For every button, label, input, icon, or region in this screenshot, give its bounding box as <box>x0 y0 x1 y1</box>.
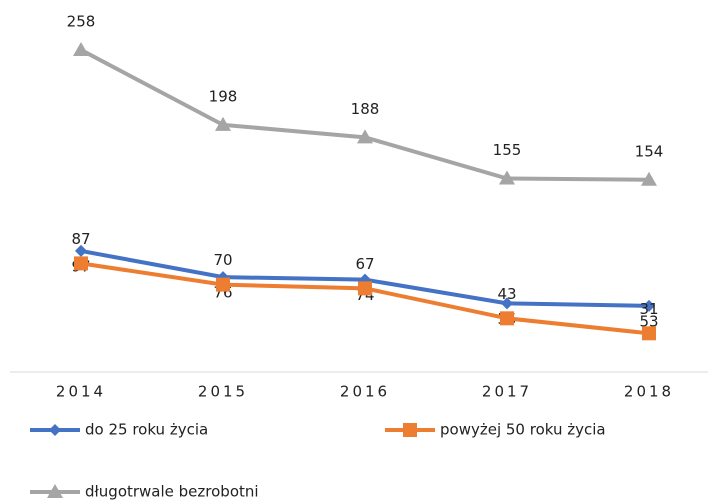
legend-label: długotrwale bezrobotni <box>85 483 259 501</box>
marker <box>358 281 372 296</box>
data-label: 154 <box>635 142 664 160</box>
marker <box>500 311 514 326</box>
legend-marker <box>47 484 63 498</box>
data-label: 43 <box>497 285 516 303</box>
legend-label: do 25 roku życia <box>85 421 208 439</box>
data-label: 198 <box>209 87 238 105</box>
marker <box>357 129 373 144</box>
data-label: 70 <box>213 251 232 269</box>
marker <box>215 116 231 131</box>
marker <box>75 244 87 257</box>
legend-marker <box>49 424 61 436</box>
marker <box>499 170 515 185</box>
x-tick-label: 2015 <box>198 383 248 401</box>
data-label: 155 <box>493 141 522 159</box>
marker <box>501 297 513 310</box>
marker <box>641 171 657 186</box>
marker <box>73 41 89 56</box>
legend-marker <box>403 423 417 437</box>
marker <box>642 326 656 341</box>
data-label: 53 <box>639 312 658 330</box>
x-tick-label: 2016 <box>340 383 390 401</box>
data-label: 67 <box>355 255 374 273</box>
marker <box>643 299 655 312</box>
marker <box>74 256 88 271</box>
legend-label: powyżej 50 roku życia <box>440 421 606 439</box>
x-tick-label: 2014 <box>56 383 106 401</box>
marker <box>216 277 230 292</box>
data-label: 31 <box>639 300 658 318</box>
data-label: 87 <box>71 230 90 248</box>
data-label: 258 <box>67 12 96 30</box>
data-label: 188 <box>351 100 380 118</box>
x-tick-label: 2018 <box>624 383 674 401</box>
x-tick-label: 2017 <box>482 383 532 401</box>
